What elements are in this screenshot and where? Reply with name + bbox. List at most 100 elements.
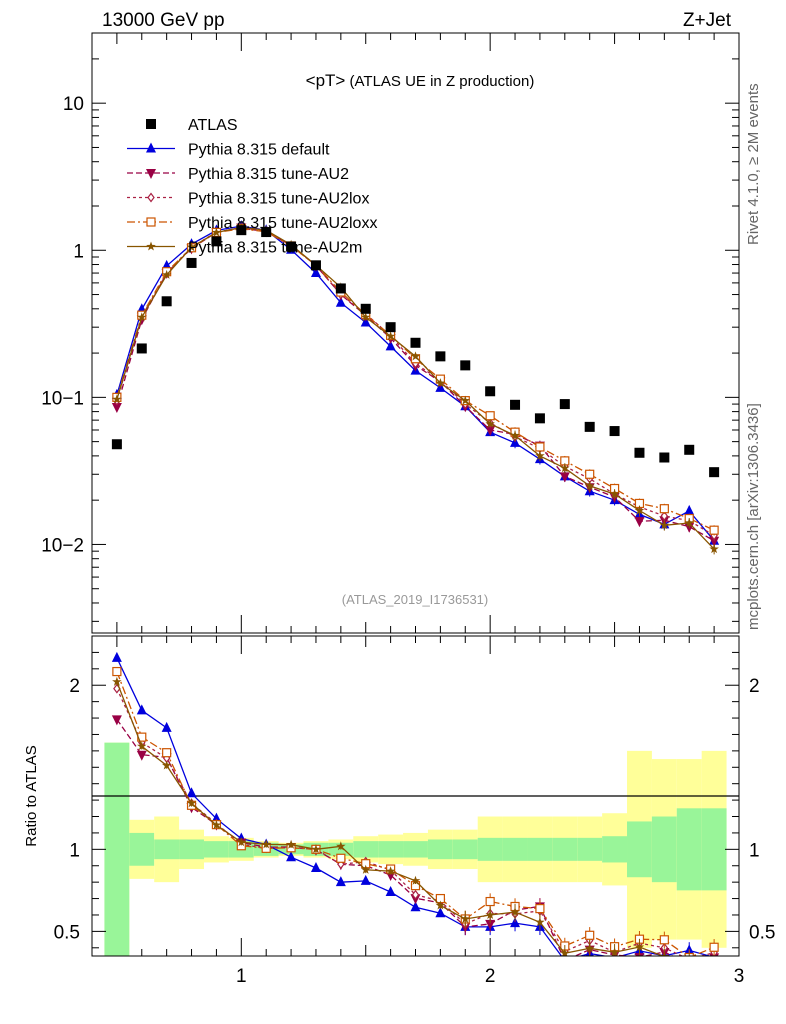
atlas-data-point [111, 439, 122, 450]
series-3-point [535, 442, 545, 452]
ratio-y-tick-label: 0.5 [54, 922, 80, 943]
series-4-point [460, 395, 470, 405]
series-1-point [485, 425, 496, 436]
ratio-band-inner [179, 839, 204, 860]
ratio-y-tick-label-right: 1 [749, 840, 760, 861]
series-4-point [560, 463, 570, 473]
ratio-band-group [104, 742, 727, 956]
ratio-band-inner [104, 742, 130, 956]
atlas-data-point [634, 447, 645, 458]
legend-series-2-label: Pythia 8.315 tune-AU2lox [188, 191, 369, 208]
series-1-ratio-point [136, 750, 147, 761]
series-3-ratio-point [709, 942, 719, 952]
series-1-line [116, 226, 715, 542]
ratio-band-inner [502, 837, 528, 861]
mcplots-reference-label: mcplots.cern.ch [arXiv:1306.3436] [745, 403, 762, 630]
series-3-point [585, 469, 595, 479]
legend-series-3-label: Pythia 8.315 tune-AU2loxx [188, 215, 377, 232]
plot-title: <pT> (ATLAS UE in Z production) [306, 71, 535, 90]
series-0-ratio-point [360, 874, 371, 885]
series-0-ratio-point [286, 851, 297, 862]
ratio-band-inner [701, 808, 727, 891]
main-axes: 10−2 10−1 1 10 1 2 3 [41, 32, 745, 987]
series-1-ratio-point [485, 919, 496, 930]
ratio-series-group [111, 651, 720, 970]
series-4-ratio-point [584, 943, 595, 953]
series-0-ratio-point [410, 901, 421, 912]
series-3-ratio-point [659, 935, 669, 945]
series-2-point [660, 511, 669, 522]
series-3-point [659, 504, 669, 514]
series-0-ratio-point [385, 886, 396, 896]
series-4-point [584, 480, 595, 490]
series-4-ratio-point [535, 917, 545, 927]
series-4-ratio-point [560, 948, 570, 956]
series-0-ratio-point [111, 651, 122, 662]
series-4-ratio-point [211, 820, 222, 830]
atlas-data-point [161, 296, 172, 307]
series-3-ratio-point [485, 896, 495, 907]
ratio-axes: 0.5 0.5 1 1 2 2 [54, 651, 775, 949]
legend-series-0-marker [146, 142, 156, 153]
ratio-ylabel: Ratio to ATLAS [23, 745, 40, 846]
ratio-y-tick-label: 2 [69, 676, 80, 697]
series-1-ratio-point [684, 960, 694, 970]
series-1-point [709, 536, 720, 547]
atlas-data-point [186, 257, 197, 268]
series-0-ratio-point [136, 704, 147, 715]
atlas-data-point [261, 227, 272, 238]
series-3-line [116, 228, 715, 531]
atlas-data-point [659, 452, 670, 463]
series-0-ratio-point [335, 876, 346, 887]
process-label: Z+Jet [683, 10, 732, 31]
series-0-ratio-point [161, 721, 172, 732]
series-4-ratio-point [460, 914, 470, 923]
legend-series-4-marker [146, 241, 156, 251]
series-3-ratio-point [112, 666, 122, 677]
atlas-data-point [286, 241, 297, 252]
series-0-point [310, 267, 321, 278]
series-4-ratio-point [709, 959, 719, 968]
atlas-data-point [385, 322, 396, 333]
atlas-data-point [236, 225, 247, 236]
atlas-data-point [335, 283, 346, 294]
legend-atlas-label: ATLAS [188, 117, 238, 134]
x-tick-label: 1 [236, 966, 247, 987]
atlas-data-point [136, 343, 147, 354]
atlas-data-point [684, 444, 695, 455]
series-4-point [186, 242, 197, 252]
atlas-data-point [559, 399, 570, 410]
x-tick-label: 2 [485, 966, 496, 987]
ratio-band-inner [403, 841, 428, 858]
atlas-data-point [510, 399, 521, 410]
series-0-ratio-point [435, 907, 446, 918]
ratio-band-inner [203, 841, 229, 858]
series-4-point [137, 312, 147, 322]
ratio-band-inner [154, 839, 180, 860]
series-0-ratio-point [310, 862, 321, 873]
analysis-id-label: (ATLAS_2019_I1736531) [342, 592, 488, 607]
legend-atlas-marker [146, 119, 156, 129]
series-4-ratio-point [311, 844, 321, 854]
legend-series-0-label: Pythia 8.315 default [188, 142, 330, 159]
series-4-ratio-point [361, 864, 371, 874]
series-4-point [634, 505, 645, 515]
series-0-ratio-line [116, 657, 712, 956]
series-0-point [335, 296, 346, 307]
atlas-data-point [534, 413, 545, 424]
ratio-y-tick-label-right: 0.5 [749, 922, 775, 943]
ratio-band-inner [378, 841, 404, 858]
series-4-point [684, 518, 694, 527]
series-3-point [709, 525, 719, 535]
series-4-point [435, 378, 446, 388]
series-2-ratio-point [411, 889, 420, 900]
series-4-ratio-point [286, 839, 296, 849]
main-series-group [111, 220, 720, 555]
series-4-ratio-point [435, 900, 446, 910]
x-tick-label: 3 [734, 966, 745, 987]
ratio-band-inner [627, 821, 652, 878]
ratio-band-inner [129, 832, 155, 866]
legend-series-4-label: Pythia 8.315 tune-AU2m [188, 240, 362, 257]
ratio-band-inner [353, 841, 379, 858]
series-4-point [385, 331, 396, 341]
